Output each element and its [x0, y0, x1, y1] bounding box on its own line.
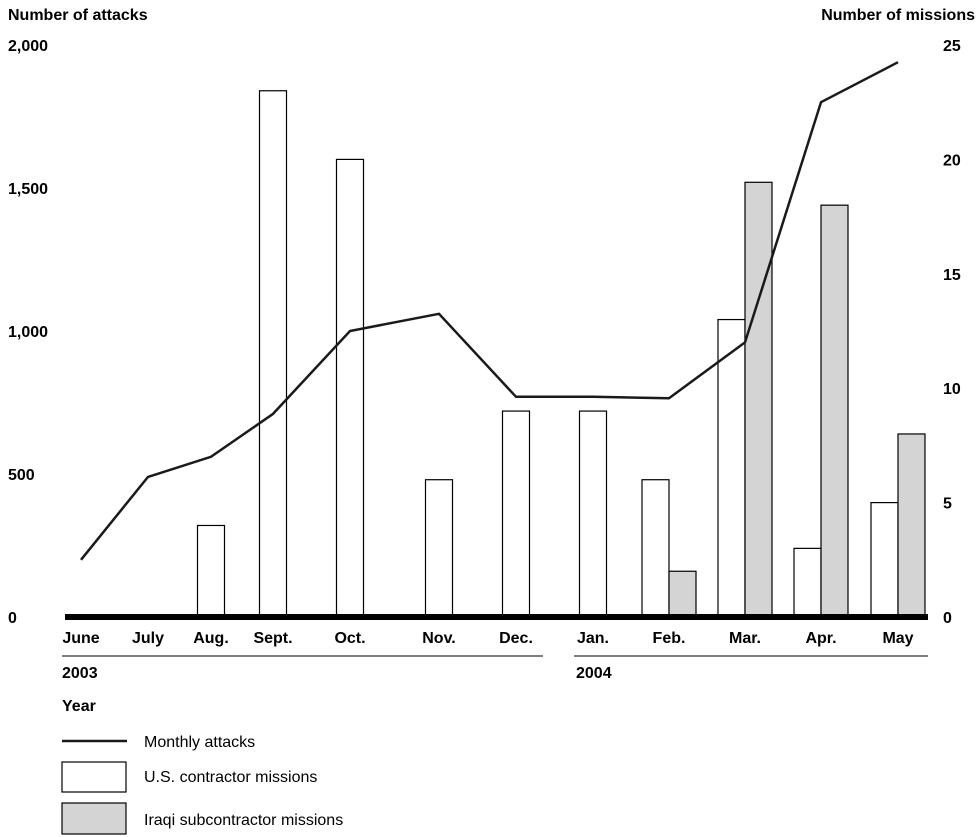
year-axis-label: Year: [62, 698, 96, 715]
legend-label-monthly-attacks: Monthly attacks: [144, 734, 255, 751]
category-label: Aug.: [193, 630, 229, 647]
iraqi-subcontractor-bar: [897, 433, 926, 618]
legend-label-us-missions: U.S. contractor missions: [144, 769, 317, 786]
attacks-line-group: [80, 61, 899, 561]
iraqi-subcontractor-bar: [744, 181, 773, 618]
legend-swatch-us: [61, 761, 127, 793]
us-contractor-bar: [578, 410, 608, 618]
us-contractor-bar: [870, 502, 899, 618]
category-label: Jan.: [577, 630, 609, 647]
bars: [196, 90, 926, 618]
right-tick-label: 0: [943, 610, 952, 627]
us-contractor-bar: [717, 318, 746, 618]
category-label: Sept.: [253, 630, 292, 647]
left-tick-label: 500: [8, 467, 35, 484]
legend: Monthly attacks U.S. contractor missions…: [61, 734, 343, 835]
legend-swatch-iraqi: [61, 802, 127, 835]
category-label: Apr.: [805, 630, 836, 647]
left-tick-labels: 0 500 1,000 1,500 2,000: [8, 38, 48, 627]
category-label: May: [882, 630, 913, 647]
category-label: June: [62, 630, 99, 647]
category-label: Feb.: [653, 630, 686, 647]
year-label-2003: 2003: [62, 665, 98, 682]
legend-label-iraqi-missions: Iraqi subcontractor missions: [144, 812, 343, 829]
us-contractor-bar: [424, 479, 454, 618]
right-tick-label: 15: [943, 267, 961, 284]
category-label: Nov.: [422, 630, 455, 647]
us-contractor-bar: [258, 90, 288, 618]
category-labels: June July Aug. Sept. Oct. Nov. Dec. Jan. Feb. Mar…: [62, 630, 913, 647]
attacks-line: [80, 61, 899, 561]
us-contractor-bar: [641, 479, 670, 618]
left-axis-title: Number of attacks: [8, 7, 148, 24]
us-contractor-bar: [501, 410, 531, 618]
iraqi-subcontractor-bar: [820, 204, 849, 618]
category-label: July: [132, 630, 164, 647]
year-label-2004: 2004: [576, 665, 612, 682]
right-tick-label: 20: [943, 152, 961, 169]
right-axis-title: Number of missions: [821, 7, 975, 24]
us-contractor-bar: [196, 524, 226, 618]
category-label: Mar.: [729, 630, 761, 647]
us-contractor-bar: [793, 547, 822, 618]
iraqi-subcontractor-bar: [668, 570, 697, 618]
category-label: Oct.: [334, 630, 365, 647]
left-tick-label: 1,500: [8, 181, 48, 198]
right-tick-label: 10: [943, 381, 961, 398]
right-tick-label: 5: [943, 496, 952, 513]
us-contractor-bar: [335, 158, 365, 618]
category-label: Dec.: [499, 630, 533, 647]
right-tick-labels: 0 5 10 15 20 25: [943, 38, 961, 627]
left-tick-label: 2,000: [8, 38, 48, 55]
right-tick-label: 25: [943, 38, 961, 55]
left-tick-label: 1,000: [8, 324, 48, 341]
left-tick-label: 0: [8, 610, 17, 627]
